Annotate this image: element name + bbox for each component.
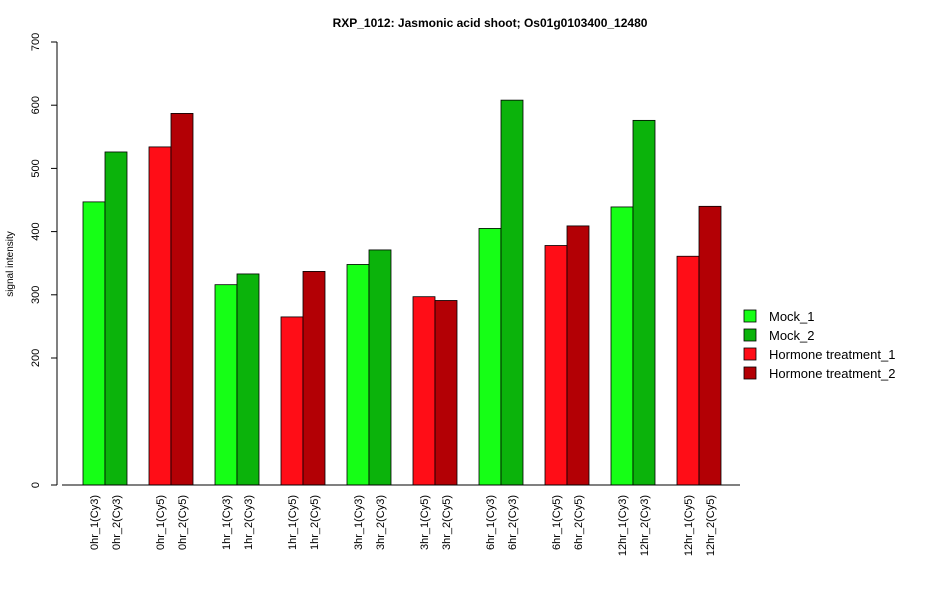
bar xyxy=(434,300,458,486)
y-tick-label: 400 xyxy=(30,222,42,240)
legend-label: Mock_2 xyxy=(769,328,815,343)
bar xyxy=(170,113,194,486)
bar xyxy=(280,316,304,486)
y-axis-label: signal intensity xyxy=(5,231,16,297)
x-tick-label: 0hr_1(Cy3) xyxy=(89,495,101,550)
legend-swatch xyxy=(743,366,757,380)
bar xyxy=(676,255,700,486)
x-tick-label: 6hr_2(Cy5) xyxy=(573,495,585,550)
x-tick-label: 3hr_1(Cy3) xyxy=(353,495,365,550)
x-tick-label: 0hr_1(Cy5) xyxy=(155,495,167,550)
x-tick-label: 12hr_2(Cy5) xyxy=(705,495,717,556)
bar xyxy=(412,296,436,486)
bar xyxy=(610,206,634,486)
y-axis: 0 200 300 400 500 600 700 xyxy=(30,33,58,488)
legend: Mock_1 Mock_2 Hormone treatment_1 Hormone t… xyxy=(743,309,895,381)
y-tick-label: 300 xyxy=(30,286,42,304)
y-tick-label: 700 xyxy=(30,33,42,51)
x-tick-labels: 0hr_1(Cy3) 0hr_2(Cy3) 0hr_1(Cy5) 0hr_2(Cy5)… xyxy=(89,495,717,556)
bar xyxy=(82,201,106,486)
y-tick-label: 500 xyxy=(30,159,42,177)
bar xyxy=(302,271,326,486)
legend-swatch xyxy=(743,328,757,342)
legend-label: Hormone treatment_2 xyxy=(769,366,895,381)
x-tick-label: 6hr_1(Cy3) xyxy=(485,495,497,550)
x-tick-label: 3hr_2(Cy3) xyxy=(375,495,387,550)
legend-label: Hormone treatment_1 xyxy=(769,347,895,362)
x-tick-label: 1hr_2(Cy5) xyxy=(309,495,321,550)
x-tick-label: 6hr_1(Cy5) xyxy=(551,495,563,550)
legend-label: Mock_1 xyxy=(769,309,815,324)
x-tick-label: 1hr_1(Cy5) xyxy=(287,495,299,550)
bar xyxy=(632,119,656,486)
x-tick-label: 3hr_1(Cy5) xyxy=(419,495,431,550)
legend-swatch xyxy=(743,347,757,361)
bar xyxy=(544,245,568,486)
bar xyxy=(478,228,502,486)
y-tick-label: 600 xyxy=(30,96,42,114)
bar xyxy=(566,225,590,486)
bar xyxy=(346,264,370,486)
bar xyxy=(148,146,172,486)
bar xyxy=(236,273,260,486)
bars-group xyxy=(82,99,722,486)
x-tick-label: 12hr_1(Cy3) xyxy=(617,495,629,556)
bar xyxy=(500,99,524,486)
y-tick-label: 200 xyxy=(30,349,42,367)
x-tick-label: 1hr_1(Cy3) xyxy=(221,495,233,550)
x-tick-label: 0hr_2(Cy3) xyxy=(111,495,123,550)
bar xyxy=(104,151,128,486)
bar xyxy=(214,284,238,486)
chart-title: RXP_1012: Jasmonic acid shoot; Os01g0103… xyxy=(333,16,648,30)
x-tick-label: 12hr_1(Cy5) xyxy=(683,495,695,556)
bar xyxy=(698,205,722,486)
x-tick-label: 3hr_2(Cy5) xyxy=(441,495,453,550)
legend-swatch xyxy=(743,309,757,323)
x-tick-label: 6hr_2(Cy3) xyxy=(507,495,519,550)
bar xyxy=(368,249,392,486)
x-tick-label: 12hr_2(Cy3) xyxy=(639,495,651,556)
x-tick-label: 1hr_2(Cy3) xyxy=(243,495,255,550)
y-tick-label: 0 xyxy=(30,482,42,488)
x-tick-label: 0hr_2(Cy5) xyxy=(177,495,189,550)
